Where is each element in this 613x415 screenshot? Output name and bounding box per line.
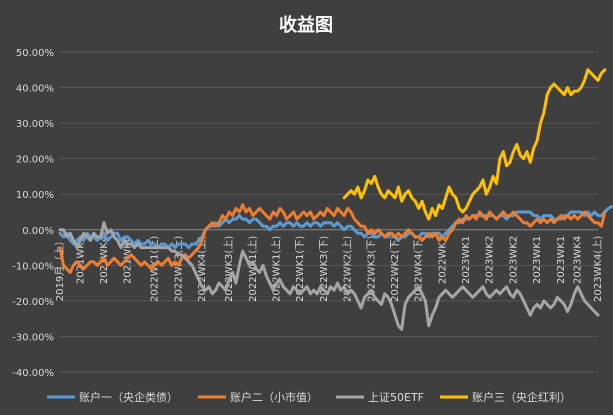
x-tick-label: 2022WK4(下) xyxy=(414,236,425,302)
x-tick-label: 2023WK2 xyxy=(508,236,519,284)
series-line-sse50etf xyxy=(58,221,600,331)
x-tick-label: 2022WK1(上) xyxy=(247,236,259,302)
x-tick-label: 2023WK2 xyxy=(485,236,496,284)
y-tick-label: -40.00% xyxy=(12,368,54,379)
series-line-account-3 xyxy=(342,68,607,221)
legend: 账户一（央企类债） 账户二（小市值） 上证50ETF 账户三（央企红利） xyxy=(47,390,571,404)
x-tick-label: 2023WK4(上) xyxy=(592,236,604,302)
x-tick-label: 2022WK2(下) xyxy=(390,236,401,302)
x-tick-label: 2022WK1(上) xyxy=(271,236,283,302)
y-tick-label: 50.00% xyxy=(16,48,54,59)
y-tick-label: 0.00% xyxy=(22,226,54,237)
x-tick-label: 2023WK1 xyxy=(461,236,472,284)
x-tick-label: 2022WK1(上) xyxy=(149,236,161,302)
series-lines xyxy=(58,68,613,331)
y-tick-label: 20.00% xyxy=(16,155,54,166)
x-tick-label: 2021WK4 xyxy=(123,236,134,284)
legend-label: 账户三（央企红利） xyxy=(472,390,571,404)
y-tick-label: -10.00% xyxy=(12,261,54,272)
y-axis-ticks: 50.00% 40.00% 30.00% 20.00% 10.00% 0.00% -10.0… xyxy=(12,48,54,379)
y-tick-label: -30.00% xyxy=(12,332,54,343)
legend-label: 账户二（小市值） xyxy=(230,390,318,404)
legend-label: 上证50ETF xyxy=(368,391,424,404)
x-tick-label: 2023WK1 xyxy=(532,236,543,284)
x-axis-ticks: 2019月（上） 2021WK1 2021WK4 2021WK4 2022WK1(上) 2… xyxy=(54,236,604,302)
x-tick-label: 2023WK4 xyxy=(573,236,584,284)
x-tick-label: 2022WK1(下) xyxy=(295,236,306,302)
series-line-account-2 xyxy=(58,203,607,274)
x-tick-label: 2022WK3(下) xyxy=(319,236,330,302)
x-tick-label: 2022WK3(上) xyxy=(223,236,235,302)
x-tick-label: 2022WK3 xyxy=(437,236,448,284)
x-tick-label: 2021WK1 xyxy=(75,236,86,284)
y-tick-label: 30.00% xyxy=(16,119,54,130)
x-tick-label: 2022WK3(下) xyxy=(366,236,377,302)
series-line-account-1 xyxy=(58,205,613,250)
x-tick-label: 2023WK1 xyxy=(556,236,567,284)
x-tick-label: 2019月（上） xyxy=(54,236,66,301)
y-tick-label: 10.00% xyxy=(16,190,54,201)
x-tick-label: 2022WK4(上) xyxy=(196,236,208,302)
y-tick-label: -20.00% xyxy=(12,297,54,308)
y-tick-label: 40.00% xyxy=(16,84,54,95)
chart-title: 收益图 xyxy=(279,14,333,36)
legend-label: 账户一（央企类债） xyxy=(79,390,178,404)
